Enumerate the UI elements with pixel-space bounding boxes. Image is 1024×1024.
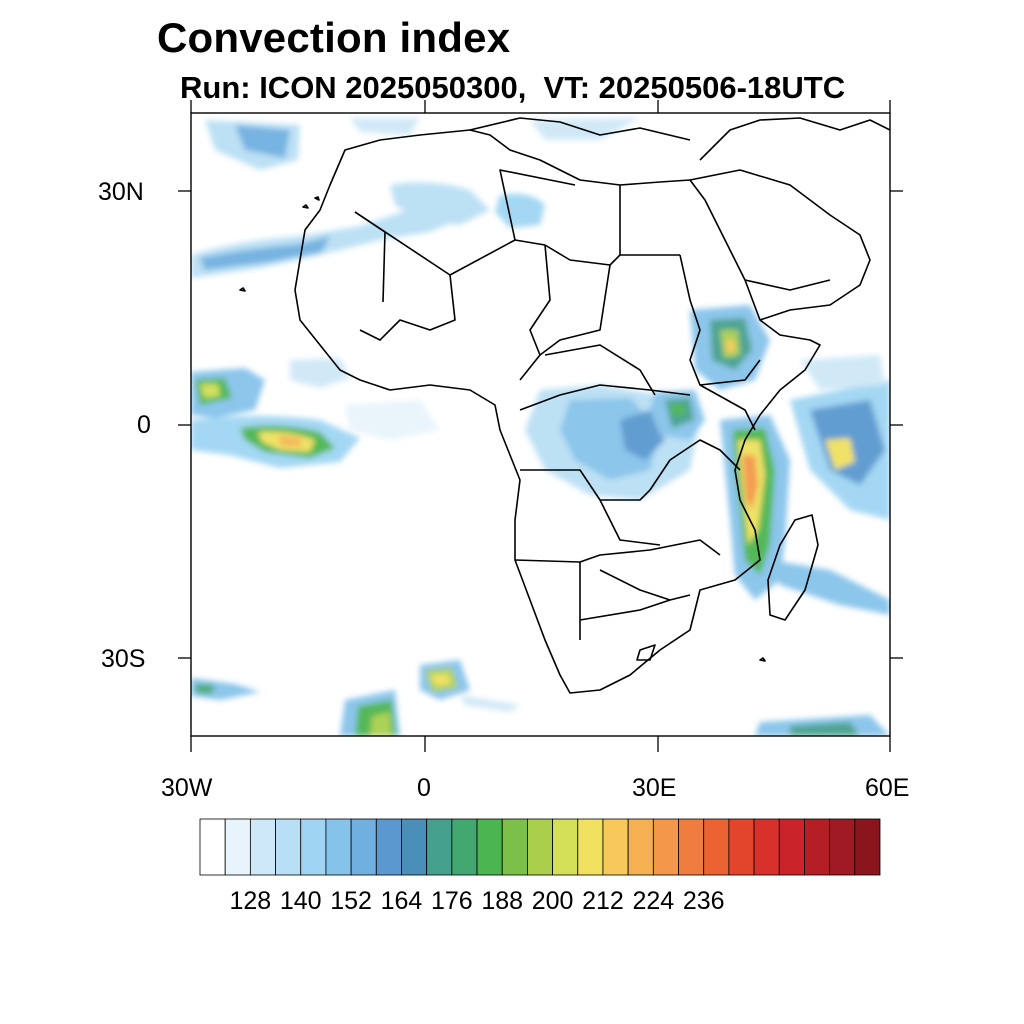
lat-label-30s: 30S <box>101 645 146 673</box>
lat-label-30n: 30N <box>98 178 144 206</box>
colorbar-tick-label: 164 <box>380 887 423 915</box>
colorbar-swatch <box>652 818 679 876</box>
colorbar-tick-label: 212 <box>582 887 624 915</box>
colorbar-swatch <box>249 818 276 876</box>
colorbar-tick-label: 200 <box>531 887 574 915</box>
colorbar-swatch <box>375 818 402 876</box>
colorbar-swatch <box>426 818 453 876</box>
map-subtitle: Run: ICON 2025050300, VT: 20250506-18UTC <box>180 70 846 105</box>
colorbar-tick-label: 224 <box>632 887 675 915</box>
colorbar-swatch <box>199 818 226 876</box>
axis-ticks <box>178 100 903 752</box>
colorbar-swatch <box>678 818 705 876</box>
colorbar-tick-label: 152 <box>330 887 372 915</box>
colorbar-swatch <box>527 818 553 876</box>
colorbar-swatch <box>476 818 503 876</box>
colorbar-swatch <box>451 818 478 876</box>
colorbar-swatch <box>854 818 881 876</box>
colorbar-swatch <box>602 818 629 876</box>
colorbar-swatch <box>275 818 302 876</box>
lat-label-0: 0 <box>137 411 151 439</box>
convection-shading <box>191 118 890 736</box>
colorbar-tick-label: 176 <box>430 887 473 915</box>
colorbar-tick-label: 140 <box>279 887 322 915</box>
colorbar-swatch <box>703 818 730 876</box>
colorbar-swatch <box>627 818 654 876</box>
colorbar-swatch <box>829 818 856 876</box>
colorbar-swatch <box>728 818 755 876</box>
colorbar-swatch <box>224 818 251 876</box>
colorbar-swatch <box>778 818 805 876</box>
colorbar-swatch <box>753 818 780 876</box>
colorbar-swatch <box>501 818 528 876</box>
colorbar-swatch <box>350 818 377 876</box>
lon-label-30e: 30E <box>632 774 677 802</box>
lon-label-60e: 60E <box>865 774 910 802</box>
colorbar-swatch <box>401 818 428 876</box>
colorbar-swatch <box>325 818 352 876</box>
colorbar-swatch <box>804 818 831 876</box>
colorbar <box>199 818 881 876</box>
colorbar-swatch <box>300 818 327 876</box>
colorbar-swatch <box>577 818 604 876</box>
colorbar-tick-label: 188 <box>481 887 524 915</box>
lon-label-30w: 30W <box>161 774 213 802</box>
colorbar-tick-label: 236 <box>682 887 725 915</box>
colorbar-tick-label: 128 <box>229 887 272 915</box>
lon-label-0: 0 <box>417 774 431 802</box>
colorbar-swatch <box>552 818 579 876</box>
coastlines-and-borders <box>239 117 890 694</box>
map-title: Convection index <box>157 14 511 61</box>
